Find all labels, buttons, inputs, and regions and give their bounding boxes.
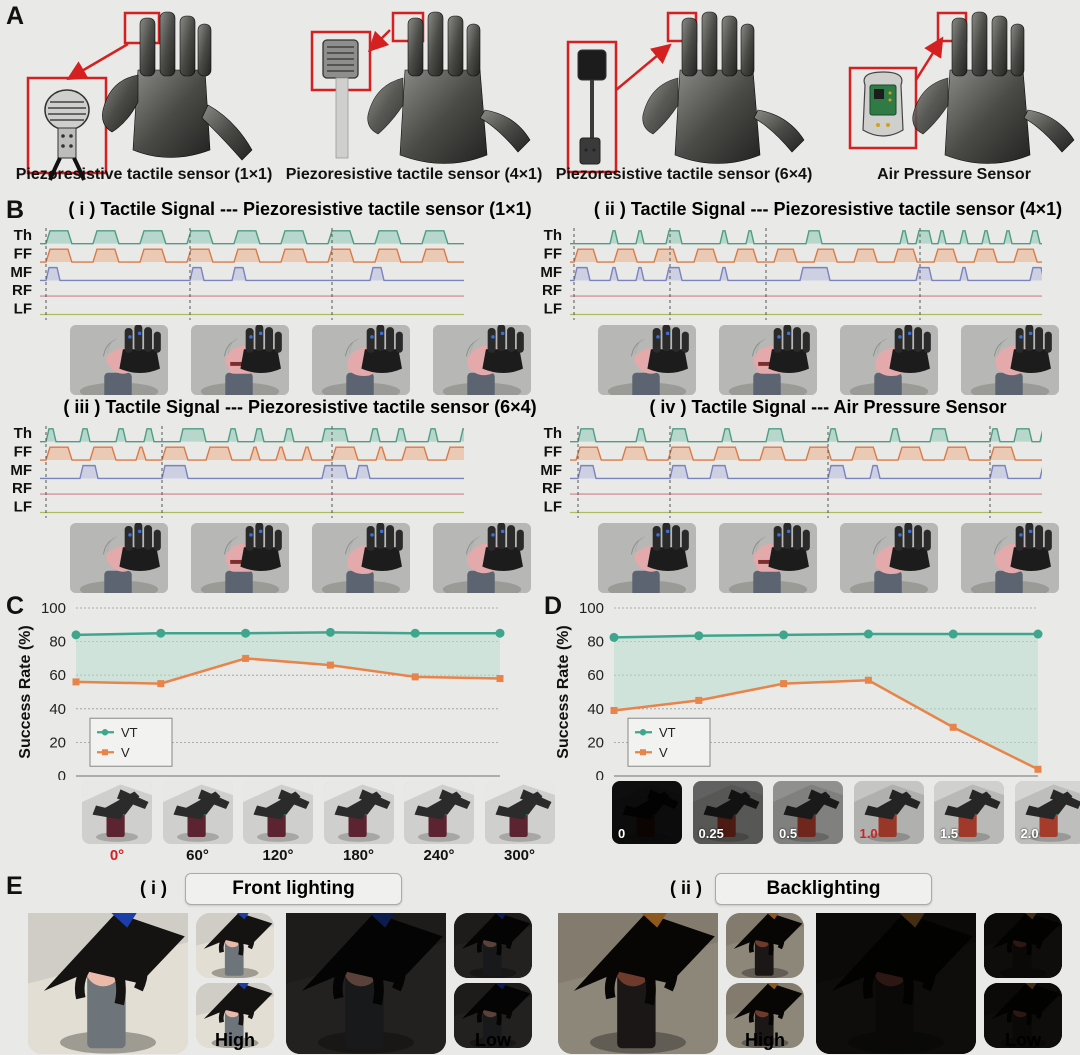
svg-text:40: 40: [49, 701, 66, 718]
svg-text:RF: RF: [542, 282, 562, 299]
svg-text:LF: LF: [14, 301, 32, 318]
svg-text:Th: Th: [544, 426, 562, 442]
svg-text:0: 0: [596, 768, 604, 780]
svg-text:Success Rate (%): Success Rate (%): [555, 625, 572, 758]
svg-text:80: 80: [49, 634, 66, 651]
svg-text:V: V: [659, 745, 668, 760]
svg-text:FF: FF: [14, 245, 32, 262]
svg-text:20: 20: [49, 734, 66, 751]
svg-text:LF: LF: [14, 499, 32, 516]
svg-text:Success Rate (%): Success Rate (%): [17, 625, 34, 758]
svg-text:100: 100: [579, 600, 604, 617]
svg-text:MF: MF: [540, 462, 562, 479]
svg-text:RF: RF: [12, 480, 32, 497]
svg-text:FF: FF: [14, 443, 32, 460]
svg-text:V: V: [121, 745, 130, 760]
svg-text:LF: LF: [544, 499, 562, 516]
svg-text:RF: RF: [12, 282, 32, 299]
svg-text:FF: FF: [544, 443, 562, 460]
svg-text:MF: MF: [540, 264, 562, 281]
svg-text:20: 20: [587, 734, 604, 751]
svg-text:60: 60: [49, 667, 66, 684]
svg-text:VT: VT: [659, 725, 676, 740]
svg-text:Th: Th: [14, 426, 32, 442]
svg-text:40: 40: [587, 701, 604, 718]
svg-text:MF: MF: [10, 264, 32, 281]
svg-text:Th: Th: [544, 228, 562, 244]
svg-text:100: 100: [41, 600, 66, 617]
svg-text:60: 60: [587, 667, 604, 684]
svg-text:Th: Th: [14, 228, 32, 244]
svg-text:80: 80: [587, 634, 604, 651]
svg-text:VT: VT: [121, 725, 138, 740]
svg-text:LF: LF: [544, 301, 562, 318]
svg-text:MF: MF: [10, 462, 32, 479]
svg-text:RF: RF: [542, 480, 562, 497]
svg-text:0: 0: [58, 768, 66, 780]
svg-text:FF: FF: [544, 245, 562, 262]
